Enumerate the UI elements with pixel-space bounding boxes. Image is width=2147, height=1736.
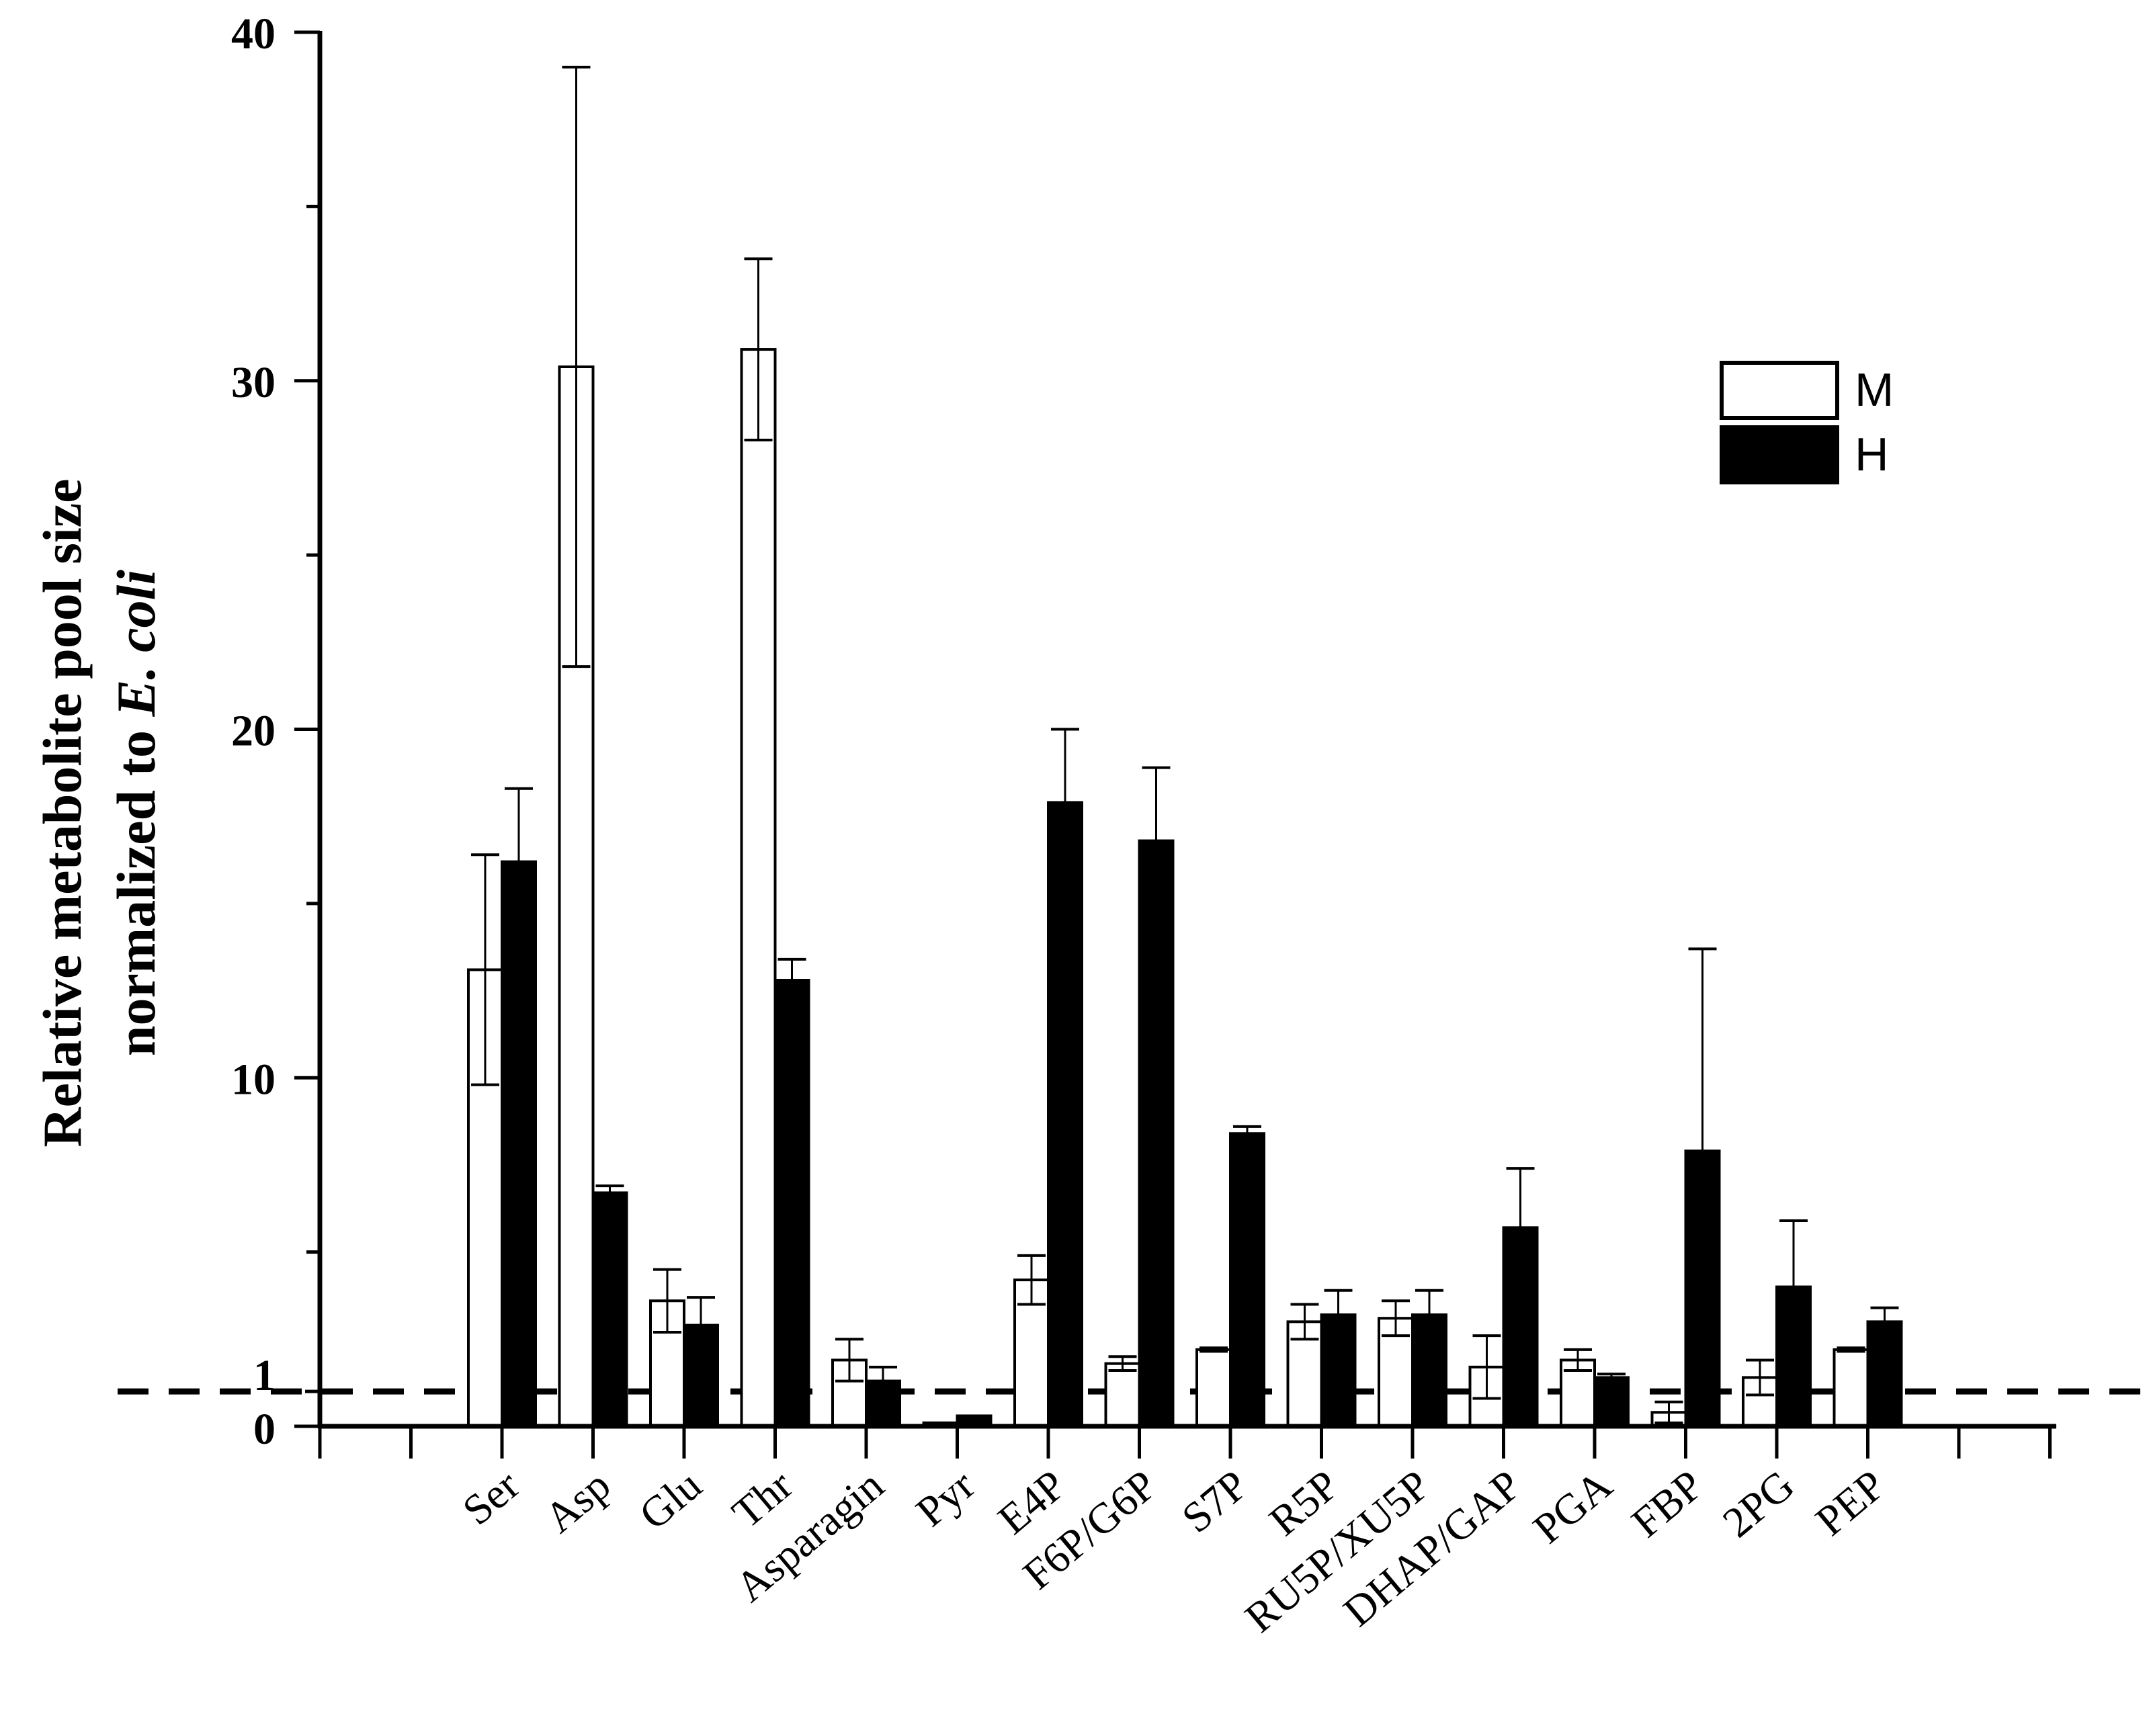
legend-label-m: M — [1855, 363, 1894, 416]
bar-h — [1229, 1132, 1265, 1428]
y-tick-label: 40 — [231, 9, 276, 58]
bar-h — [501, 860, 537, 1428]
bar-h — [1593, 1376, 1630, 1428]
bar-m — [740, 348, 777, 1428]
legend: M H — [1720, 361, 1894, 484]
bar-h — [1138, 839, 1175, 1428]
y-axis-label-line-2-prefix: normalized to — [106, 717, 167, 1057]
axes — [317, 31, 2056, 1429]
legend-swatch-m — [1720, 361, 1839, 420]
y-tick-label: 30 — [231, 358, 276, 407]
y-axis-label-line-1: Relative metabolite pool size — [32, 478, 93, 1147]
x-axis-ticks — [318, 1426, 2052, 1459]
legend-swatch-h — [1720, 425, 1839, 484]
bar-h — [773, 979, 810, 1428]
bar-h — [1047, 801, 1083, 1428]
bar-m — [1833, 1348, 1869, 1428]
bar-h — [1866, 1320, 1903, 1428]
y-tick-label: 20 — [231, 707, 276, 756]
y-axis-label: Relative metabolite pool size normalized… — [32, 478, 167, 1147]
y-tick-label: 10 — [231, 1055, 276, 1104]
legend-label-h: H — [1855, 428, 1889, 480]
y-axis-label-line-2-italic: E. coli — [106, 570, 167, 718]
bar-m — [1104, 1362, 1141, 1428]
bar-h — [591, 1191, 628, 1428]
y-axis-label-line-2: normalized to E. coli — [106, 570, 167, 1056]
error-bars — [471, 65, 1899, 1424]
bar-m — [1195, 1348, 1232, 1428]
y-tick-label: 0 — [253, 1405, 276, 1454]
